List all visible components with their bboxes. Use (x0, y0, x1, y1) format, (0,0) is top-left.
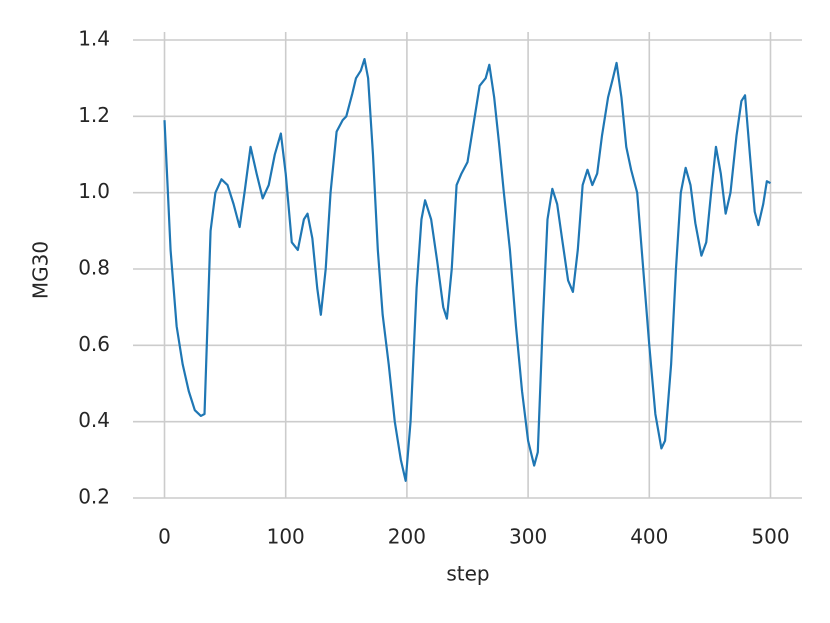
data-line (163, 57, 772, 482)
y-tick-label: 0.8 (78, 256, 110, 280)
x-tick-label: 300 (509, 525, 547, 549)
y-tick-label: 1.0 (78, 179, 110, 203)
x-tick-label: 400 (630, 525, 668, 549)
y-tick-label: 0.2 (78, 485, 110, 509)
x-tick-label: 500 (751, 525, 789, 549)
x-tick-label: 100 (267, 525, 305, 549)
y-tick-label: 0.6 (78, 332, 110, 356)
y-tick-label: 0.4 (78, 408, 110, 432)
y-tick-label: 1.2 (78, 103, 110, 127)
y-tick-label: 1.4 (78, 27, 110, 51)
x-tick-label: 0 (158, 525, 171, 549)
y-axis-label: MG30 (29, 241, 53, 299)
x-axis-label: step (446, 562, 489, 586)
x-tick-label: 200 (388, 525, 426, 549)
